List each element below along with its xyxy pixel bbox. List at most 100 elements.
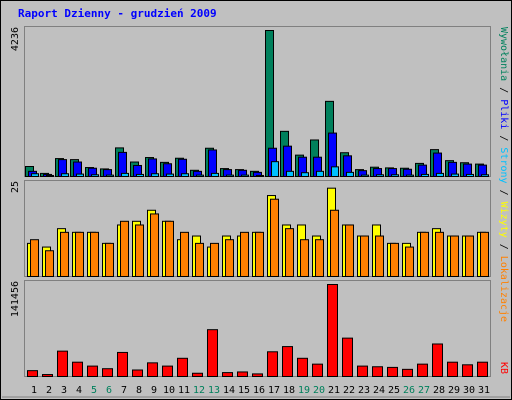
bar-lokalizacje-day-13 xyxy=(210,242,219,278)
bar-strony-day-5 xyxy=(91,174,99,177)
x-tick-label-day-27: 27 xyxy=(418,385,430,396)
bar-kb-day-31 xyxy=(477,361,488,377)
x-tick-label-day-17: 17 xyxy=(268,385,280,396)
bar-kb-day-3 xyxy=(57,350,68,378)
bar-strony-day-26 xyxy=(406,174,414,177)
legend-separator-4: / xyxy=(498,238,509,256)
bar-kb-day-20 xyxy=(312,363,323,377)
bar-strony-day-4 xyxy=(76,173,84,177)
bar-lokalizacje-day-21 xyxy=(330,209,339,277)
bar-pliki-day-13 xyxy=(208,149,217,178)
bar-strony-day-30 xyxy=(466,173,474,177)
bar-kb-day-12 xyxy=(192,372,203,378)
x-tick-label-day-14: 14 xyxy=(223,385,235,396)
bar-strony-day-13 xyxy=(211,172,219,177)
x-tick-label-day-12: 12 xyxy=(193,385,205,396)
bar-kb-day-11 xyxy=(177,357,188,378)
x-tick-label-day-16: 16 xyxy=(253,385,265,396)
legend-pliki: Pliki xyxy=(498,99,509,129)
x-tick-label-day-18: 18 xyxy=(283,385,295,396)
bar-kb-day-14 xyxy=(222,372,233,377)
bar-strony-day-3 xyxy=(61,173,69,177)
legend-strony: Strony xyxy=(498,147,509,183)
x-tick-label-day-28: 28 xyxy=(433,385,445,396)
bar-kb-day-24 xyxy=(372,366,383,378)
bar-kb-day-25 xyxy=(387,366,398,377)
bar-strony-day-10 xyxy=(166,173,174,177)
bar-lokalizacje-day-30 xyxy=(465,235,474,278)
legend-lokalizacje: Lokalizacje xyxy=(498,256,509,322)
bar-lokalizacje-day-20 xyxy=(315,239,324,277)
bar-strony-day-7 xyxy=(121,172,129,177)
bar-strony-day-31 xyxy=(481,174,489,177)
legend-separator-2: / xyxy=(498,129,509,147)
bar-kb-day-17 xyxy=(267,351,278,378)
x-tick-label-day-7: 7 xyxy=(121,385,127,396)
bar-strony-day-15 xyxy=(241,174,249,177)
bars-layer xyxy=(25,30,489,378)
bar-kb-day-6 xyxy=(102,368,113,378)
x-tick-label-day-23: 23 xyxy=(358,385,370,396)
x-tick-label-day-15: 15 xyxy=(238,385,250,396)
x-tick-label-day-6: 6 xyxy=(106,385,112,396)
bar-strony-day-2 xyxy=(46,174,54,177)
bar-strony-day-16 xyxy=(256,174,264,177)
bar-kb-day-10 xyxy=(162,365,173,377)
bar-lokalizacje-day-12 xyxy=(195,242,204,278)
bar-kb-day-16 xyxy=(252,373,263,378)
bar-kb-day-13 xyxy=(207,329,218,378)
panel-top-ymax-label: 4236 xyxy=(10,27,21,51)
bar-lokalizacje-day-25 xyxy=(390,242,399,278)
bar-lokalizacje-day-29 xyxy=(450,235,459,278)
legend-kb: KB xyxy=(498,362,509,374)
bar-kb-day-28 xyxy=(432,343,443,377)
x-tick-label-day-1: 1 xyxy=(31,385,37,396)
bar-lokalizacje-day-14 xyxy=(225,239,234,277)
chart-title: Raport Dzienny - grudzień 2009 xyxy=(18,7,217,20)
bar-kb-day-4 xyxy=(72,361,83,377)
bar-strony-day-27 xyxy=(421,173,429,177)
bar-kb-day-26 xyxy=(402,368,413,377)
bar-lokalizacje-day-11 xyxy=(180,231,189,277)
bar-strony-day-9 xyxy=(151,173,159,177)
legend-wizyty: Wizyty xyxy=(498,202,509,238)
x-tick-label-day-25: 25 xyxy=(388,385,400,396)
bar-strony-day-8 xyxy=(136,173,144,177)
bar-lokalizacje-day-3 xyxy=(60,231,69,277)
bar-lokalizacje-day-4 xyxy=(75,231,84,277)
x-tick-label-day-3: 3 xyxy=(61,385,67,396)
bar-lokalizacje-day-8 xyxy=(135,224,144,277)
bar-strony-day-17 xyxy=(271,161,279,177)
bar-lokalizacje-day-2 xyxy=(45,250,54,278)
x-tick-label-day-26: 26 xyxy=(403,385,415,396)
bar-kb-day-27 xyxy=(417,363,428,377)
bar-strony-day-19 xyxy=(301,172,309,178)
bar-lokalizacje-day-31 xyxy=(480,231,489,277)
bar-strony-day-6 xyxy=(106,174,114,177)
legend-wywolania: Wywołania xyxy=(498,27,509,81)
x-tick-label-day-20: 20 xyxy=(313,385,325,396)
bar-kb-day-22 xyxy=(342,337,353,378)
bar-lokalizacje-day-19 xyxy=(300,239,309,277)
bar-lokalizacje-day-10 xyxy=(165,220,174,278)
legend-separator-3: / xyxy=(498,184,509,202)
bar-kb-day-8 xyxy=(132,369,143,378)
panel-bottom-ymax-label: 141456 xyxy=(10,281,21,317)
x-tick-label-day-29: 29 xyxy=(448,385,460,396)
bar-lokalizacje-day-24 xyxy=(375,235,384,278)
bar-strony-day-29 xyxy=(451,173,459,177)
bar-pliki-day-7 xyxy=(118,151,127,177)
x-tick-label-day-4: 4 xyxy=(76,385,82,396)
bar-lokalizacje-day-17 xyxy=(270,198,279,277)
bar-lokalizacje-day-5 xyxy=(90,231,99,277)
bar-kb-day-29 xyxy=(447,361,458,377)
bar-strony-day-23 xyxy=(361,174,369,177)
bar-lokalizacje-day-7 xyxy=(120,220,129,278)
bar-lokalizacje-day-22 xyxy=(345,224,354,277)
bar-strony-day-14 xyxy=(226,174,234,177)
bar-kb-day-7 xyxy=(117,351,128,377)
x-tick-label-day-22: 22 xyxy=(343,385,355,396)
